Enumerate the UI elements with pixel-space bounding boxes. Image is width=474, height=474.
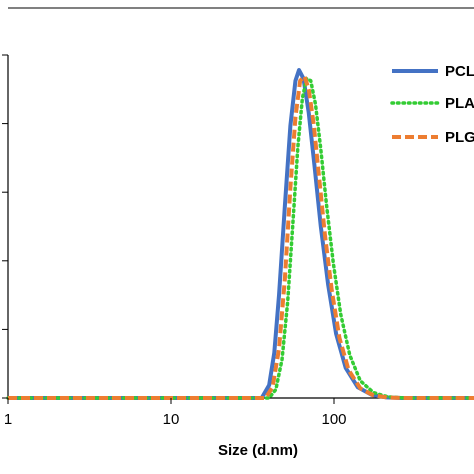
x-axis-title: Size (d.nm) bbox=[218, 442, 298, 459]
series-group bbox=[6, 68, 474, 400]
legend: PCL PLA PLG bbox=[390, 63, 474, 146]
legend-label-pcl: PCL bbox=[445, 63, 474, 80]
x-tick-label-1: 10 bbox=[163, 411, 180, 428]
x-tick-label-2: 100 bbox=[321, 411, 346, 428]
series-line-plg bbox=[8, 74, 474, 400]
series-line-pla bbox=[6, 76, 474, 400]
tick-group: 1101001 000 bbox=[2, 54, 347, 428]
plot-frame bbox=[7, 7, 474, 399]
legend-label-plg: PLG bbox=[445, 129, 474, 146]
legend-label-pla: PLA bbox=[445, 95, 474, 112]
x-tick-label-0: 1 bbox=[4, 411, 12, 428]
series-line-pcl bbox=[8, 68, 474, 400]
